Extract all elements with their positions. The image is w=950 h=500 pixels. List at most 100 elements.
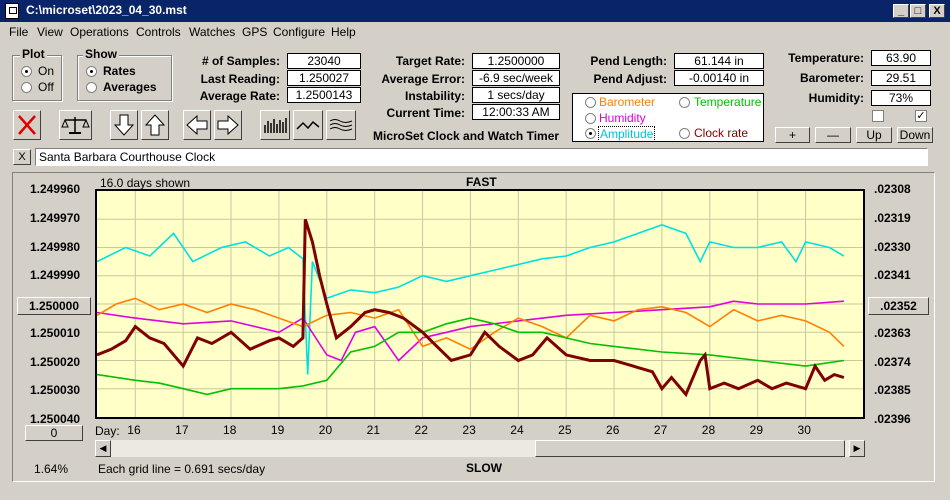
last-reading-label: Last Reading: [200, 72, 280, 86]
barometer-label: Barometer: [799, 71, 864, 85]
plot-on-radio[interactable] [21, 66, 32, 77]
x-tick: 28 [701, 423, 716, 437]
barometer-radio[interactable] [585, 97, 596, 108]
y-left-tick: 1.249980 [30, 239, 81, 254]
menu-help[interactable]: Help [331, 25, 356, 39]
humidity-field: 73% [871, 90, 931, 106]
x-tick: 29 [749, 423, 764, 437]
menu-file[interactable]: File [9, 25, 29, 39]
average-rate-label: Average Rate: [199, 89, 280, 103]
minimize-button[interactable]: _ [893, 4, 909, 18]
arrow-right-button[interactable] [214, 110, 242, 140]
show-averages-radio[interactable] [86, 82, 97, 93]
current-time-field: 12:00:33 AM [472, 104, 560, 120]
arrow-down-button[interactable] [110, 110, 138, 140]
days-shown-label: 16.0 days shown [100, 176, 191, 190]
multi-line-icon [329, 119, 353, 131]
series-line-amplitude [96, 224, 845, 375]
up-button[interactable]: Up [856, 127, 892, 143]
app-icon[interactable] [5, 3, 19, 19]
samples-label: # of Samples: [201, 54, 280, 68]
clock-rate-radio[interactable] [679, 128, 690, 139]
x-tick: 16 [127, 423, 141, 437]
plot-off-radio[interactable] [21, 82, 32, 93]
down-button[interactable]: Down [897, 127, 933, 143]
clock-name-field[interactable]: Santa Barbara Courthouse Clock [35, 148, 928, 166]
pend-adjust-label: Pend Adjust: [593, 72, 667, 86]
x-tick: 25 [558, 423, 572, 437]
close-button[interactable]: X [929, 4, 945, 18]
y-left-tick: 1.250040 [30, 412, 81, 426]
menu-watches[interactable]: Watches [189, 25, 236, 39]
menu-bar: File View Operations Controls Watches GP… [0, 22, 950, 42]
arrow-up-button[interactable] [141, 110, 169, 140]
pend-length-label: Pend Length: [590, 54, 667, 68]
x-tick: 22 [414, 423, 428, 437]
y-right-tick: .02396 [874, 412, 911, 426]
clock-close-button[interactable]: X [13, 149, 31, 165]
zero-button[interactable]: 0 [25, 425, 83, 441]
arrow-left-button[interactable] [183, 110, 211, 140]
barometer-field: 29.51 [871, 70, 931, 86]
average-error-label: Average Error: [381, 72, 465, 86]
scroll-left-arrow-icon[interactable]: ◀ [95, 440, 111, 457]
show-group-title: Show [83, 47, 119, 61]
center-rate-button[interactable]: 1.250000 [17, 297, 91, 315]
line-graph-icon [296, 120, 320, 130]
temperature-label: Temperature: [788, 51, 864, 65]
horizontal-scrollbar[interactable]: ◀ ▶ [95, 440, 865, 457]
app-caption: MicroSet Clock and Watch Timer [373, 129, 560, 143]
last-reading-field: 1.250027 [287, 70, 361, 86]
minus-button[interactable]: — [815, 127, 851, 143]
checkbox-left[interactable] [872, 110, 884, 122]
scroll-thumb[interactable] [535, 440, 845, 457]
target-rate-field[interactable]: 1.2500000 [472, 53, 560, 69]
y-left-tick: 1.250030 [30, 383, 81, 398]
balance-button[interactable] [59, 110, 92, 140]
amplitude-option: Amplitude [598, 126, 656, 142]
x-tick: 30 [797, 423, 811, 437]
y-right-tick: .02308 [874, 182, 911, 196]
average-error-field: -6.9 sec/week [472, 70, 560, 86]
menu-operations[interactable]: Operations [70, 25, 129, 39]
arrow-up-icon [144, 114, 166, 136]
menu-controls[interactable]: Controls [136, 25, 181, 39]
maximize-button[interactable]: □ [910, 4, 926, 18]
checkbox-right[interactable]: ✓ [915, 110, 927, 122]
show-group [77, 55, 172, 101]
plot-off-label: Off [38, 80, 54, 94]
y-right-tick: .02319 [874, 210, 911, 225]
menu-gps[interactable]: GPS [242, 25, 268, 39]
y-right-tick: .02385 [874, 383, 911, 398]
temperature-radio[interactable] [679, 97, 690, 108]
arrow-left-icon [186, 114, 208, 136]
bars-view-button[interactable] [260, 110, 290, 140]
clear-button[interactable] [13, 110, 41, 140]
pend-length-field: 61.144 in [674, 53, 764, 69]
pend-adjust-field: -0.00140 in [674, 70, 764, 86]
humidity-radio[interactable] [585, 113, 596, 124]
center-amplitude-button[interactable]: .02352 [868, 297, 929, 315]
series-line-barometer [96, 297, 845, 351]
scale-balance-icon [61, 117, 90, 134]
menu-configure[interactable]: Configure [273, 25, 326, 39]
grid-note-label: Each grid line = 0.691 secs/day [98, 462, 266, 476]
x-tick: 27 [653, 423, 668, 437]
day-axis-label: Day: [95, 424, 120, 438]
y-left-tick: 1.249990 [30, 268, 81, 283]
show-rates-radio[interactable] [86, 66, 97, 77]
average-rate-field: 1.2500143 [287, 87, 361, 103]
wave-view-button[interactable] [293, 110, 323, 140]
series-selector [572, 93, 764, 142]
series-line-humidity [96, 300, 844, 362]
plus-button[interactable]: + [775, 127, 810, 143]
x-tick: 24 [510, 423, 524, 437]
x-tick: 18 [223, 423, 237, 437]
series-line-clock-rate [96, 218, 845, 398]
x-tick: 19 [270, 423, 285, 437]
scroll-right-arrow-icon[interactable]: ▶ [849, 440, 865, 457]
menu-view[interactable]: View [37, 25, 63, 39]
multi-wave-view-button[interactable] [326, 110, 356, 140]
amplitude-radio[interactable] [585, 128, 596, 139]
plot-on-label: On [38, 64, 55, 78]
